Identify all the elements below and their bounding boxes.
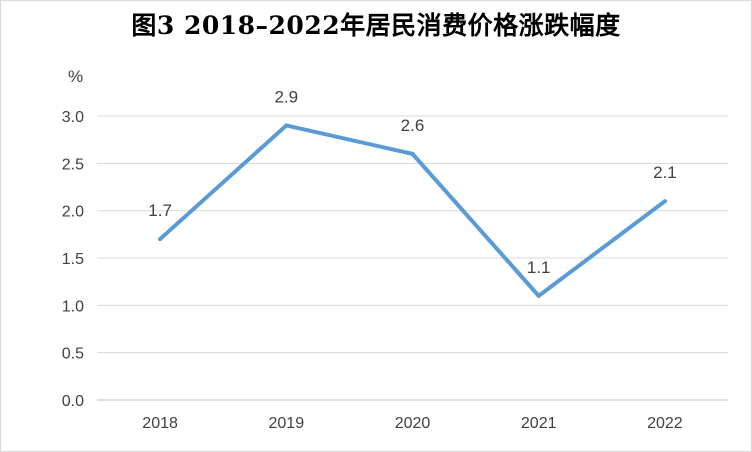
data-point	[158, 237, 163, 242]
data-label: 1.7	[148, 201, 172, 220]
data-label: 2.1	[653, 163, 677, 182]
data-point	[284, 123, 289, 128]
data-point	[410, 151, 415, 156]
y-tick-label: 1.0	[62, 298, 84, 315]
x-tick-label: 2021	[521, 415, 557, 432]
x-tick-label: 2018	[142, 415, 178, 432]
series-group	[158, 123, 667, 298]
x-tick-label: 2019	[269, 415, 305, 432]
y-tick-label: 1.5	[62, 251, 84, 268]
gridlines	[97, 115, 728, 401]
data-labels: 1.7 2.9 2.6 1.1 2.1	[148, 87, 676, 276]
x-tick-label: 2020	[395, 415, 431, 432]
data-point	[662, 199, 667, 204]
y-tick-label: 0.5	[62, 346, 84, 363]
y-axis-ticks: 0.0 0.5 1.0 1.5 2.0 2.5 3.0	[62, 109, 84, 410]
y-tick-label: 0.0	[62, 393, 84, 410]
data-label: 1.1	[527, 258, 551, 277]
data-label: 2.6	[401, 116, 425, 135]
y-tick-label: 2.0	[62, 204, 84, 221]
y-tick-label: 3.0	[62, 109, 84, 126]
y-axis-unit-label: %	[68, 67, 83, 86]
chart-title: 图3 2018–2022年居民消费价格涨跌幅度	[131, 11, 621, 40]
x-axis-ticks: 2018 2019 2020 2021 2022	[142, 415, 682, 432]
data-label: 2.9	[274, 87, 298, 106]
x-tick-label: 2022	[647, 415, 683, 432]
y-tick-label: 2.5	[62, 156, 84, 173]
data-point	[536, 293, 541, 298]
